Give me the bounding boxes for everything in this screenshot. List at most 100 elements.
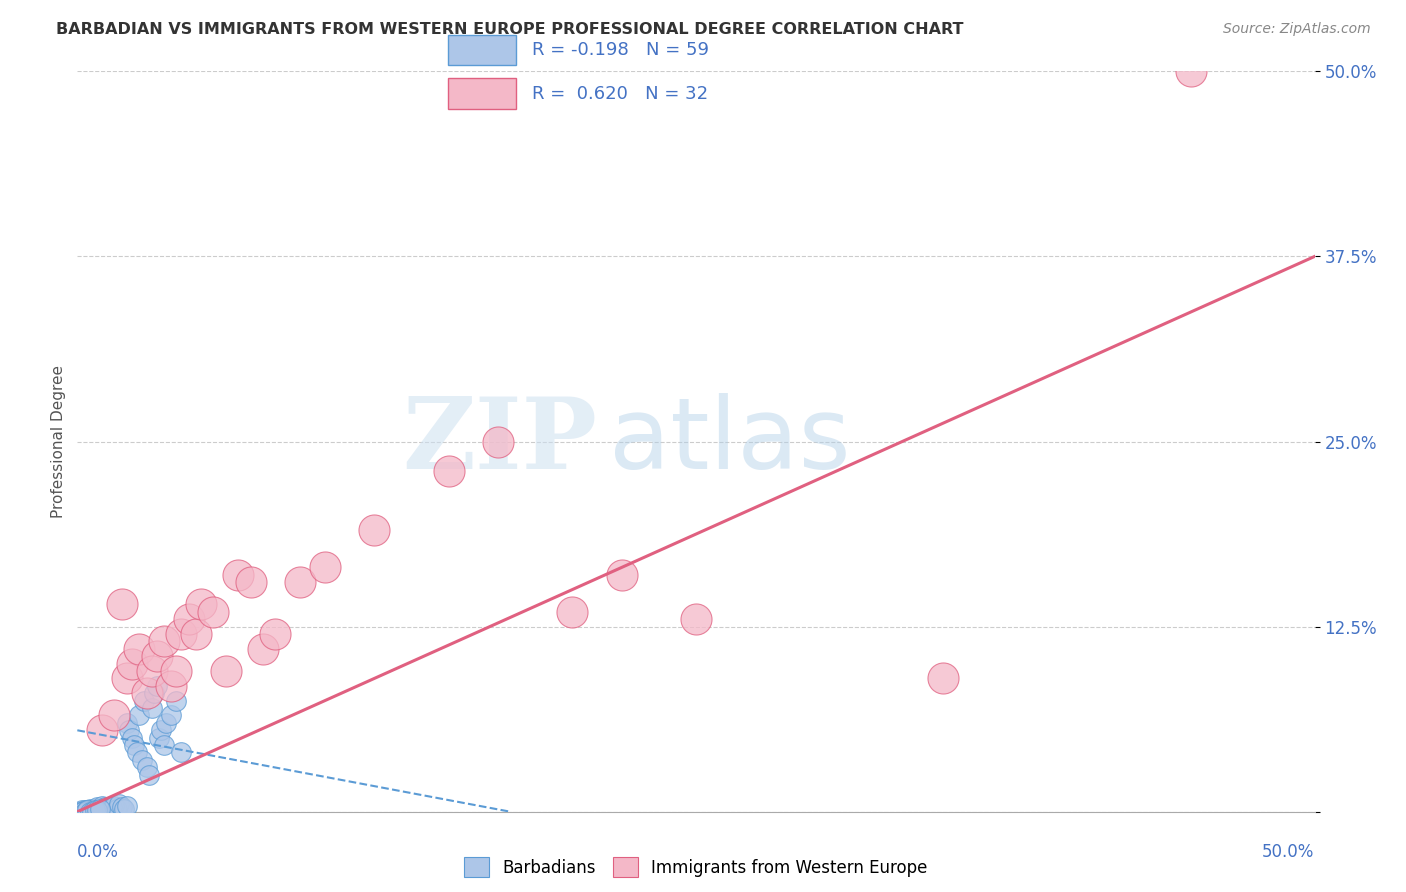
Text: R = -0.198   N = 59: R = -0.198 N = 59 [531,41,709,59]
Point [226,567,249,582]
Point [170,627,193,641]
Point [128,708,150,723]
FancyBboxPatch shape [449,78,516,109]
Point [73,805,96,819]
Point [115,672,138,686]
Point [153,634,176,648]
Point [1180,64,1202,78]
Point [76,803,98,817]
Point [69,805,91,819]
Point [314,560,336,574]
Point [79,805,101,819]
Point [145,679,167,693]
Point [363,524,385,538]
Point [83,802,105,816]
Point [118,723,141,738]
Point [160,708,183,723]
Point [153,738,176,752]
Point [122,738,145,752]
Point [72,803,94,817]
Point [91,798,114,813]
Point [128,641,150,656]
Point [82,805,104,819]
Text: 0.0%: 0.0% [77,843,120,861]
Point [288,575,311,590]
Point [138,767,160,781]
Point [160,679,183,693]
Point [96,802,118,816]
Point [141,701,163,715]
Text: atlas: atlas [609,393,851,490]
Point [155,715,177,730]
Point [93,803,115,817]
Point [115,715,138,730]
Text: Source: ZipAtlas.com: Source: ZipAtlas.com [1223,22,1371,37]
Point [134,694,156,708]
Point [111,598,134,612]
Point [103,708,125,723]
Point [108,797,131,812]
Point [437,464,460,478]
Point [561,605,583,619]
Text: ZIP: ZIP [402,393,598,490]
Point [72,805,94,819]
Point [72,805,94,819]
Point [86,803,108,817]
Point [98,803,121,817]
Point [82,803,104,817]
Point [685,612,707,626]
Point [115,798,138,813]
Point [89,802,111,816]
Point [89,805,111,819]
Point [215,664,238,678]
Text: BARBADIAN VS IMMIGRANTS FROM WESTERN EUROPE PROFESSIONAL DEGREE CORRELATION CHAR: BARBADIAN VS IMMIGRANTS FROM WESTERN EUR… [56,22,963,37]
Point [486,434,509,449]
Point [105,802,128,816]
Point [239,575,262,590]
Point [177,612,200,626]
Point [111,800,134,814]
Point [73,805,96,819]
Point [141,664,163,678]
Point [103,798,125,813]
Point [89,803,111,817]
Point [101,800,124,814]
Point [131,753,153,767]
Point [165,664,187,678]
Point [91,802,114,816]
Point [73,803,96,817]
Point [76,803,98,817]
Point [610,567,633,582]
Point [83,805,105,819]
Point [93,800,115,814]
Point [91,723,114,738]
Point [86,800,108,814]
Point [264,627,287,641]
Text: R =  0.620   N = 32: R = 0.620 N = 32 [531,85,707,103]
Point [112,802,135,816]
Point [148,731,170,745]
Point [121,731,143,745]
Point [135,760,157,774]
Point [82,805,104,819]
Point [145,649,167,664]
Point [79,805,101,819]
Point [165,694,187,708]
Point [76,805,98,819]
Point [150,723,173,738]
FancyBboxPatch shape [449,35,516,65]
Point [86,803,108,817]
Y-axis label: Professional Degree: Professional Degree [51,365,66,518]
Point [83,803,105,817]
Point [79,802,101,816]
Text: 50.0%: 50.0% [1263,843,1315,861]
Point [184,627,207,641]
Point [170,746,193,760]
Point [121,657,143,671]
Point [202,605,225,619]
Point [125,746,148,760]
Legend: Barbadians, Immigrants from Western Europe: Barbadians, Immigrants from Western Euro… [464,857,928,878]
Point [69,805,91,819]
Point [190,598,212,612]
Point [932,672,955,686]
